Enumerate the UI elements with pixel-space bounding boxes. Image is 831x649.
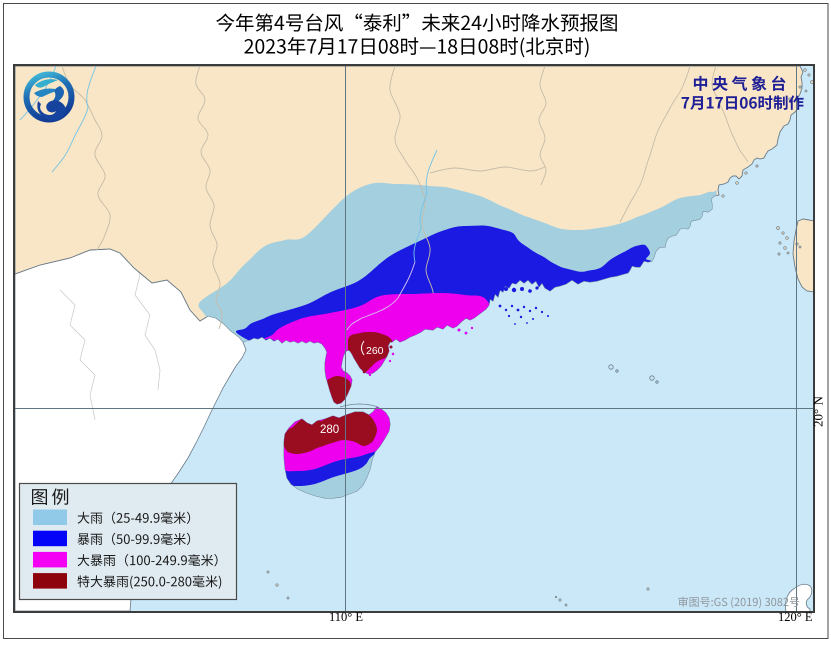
svg-text:260: 260 (366, 345, 384, 357)
svg-text:120° E: 120° E (778, 610, 813, 624)
svg-text:280: 280 (320, 424, 339, 436)
svg-text:20° N: 20° N (811, 396, 826, 427)
svg-text:110° E: 110° E (329, 610, 363, 624)
